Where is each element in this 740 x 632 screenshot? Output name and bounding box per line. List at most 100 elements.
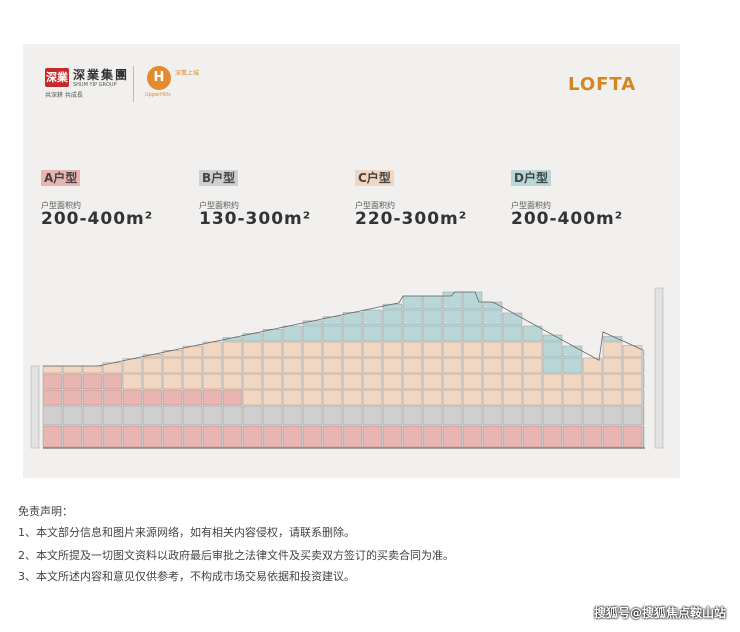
section-unit-cell: [262, 373, 283, 390]
section-unit-cell: [642, 389, 645, 406]
section-unit-cell: [262, 405, 283, 426]
section-unit-cell: [402, 389, 423, 406]
section-unit-cell: [462, 325, 483, 342]
section-unit-cell: [502, 357, 523, 374]
section-unit-cell: [522, 373, 543, 390]
section-unit-cell: [222, 389, 243, 406]
section-unit-cell: [562, 425, 583, 448]
section-unit-cell: [462, 389, 483, 406]
section-unit-cell: [202, 341, 223, 358]
section-unit-cell: [182, 405, 203, 426]
section-unit-cell: [122, 405, 143, 426]
section-unit-cell: [402, 341, 423, 358]
floorplan-panel: 深業 深業集團 SHUM YIP GROUP 共深耕 共成長 H 深業上城 Up…: [23, 44, 680, 478]
section-unit-cell: [362, 389, 383, 406]
upperhills-name-cn: 深業上城: [175, 70, 200, 77]
section-unit-cell: [82, 365, 103, 374]
section-unit-cell: [622, 425, 643, 448]
section-unit-cell: [142, 425, 163, 448]
section-unit-cell: [222, 425, 243, 448]
section-unit-cell: [582, 357, 603, 374]
section-unit-cell: [382, 341, 403, 358]
section-unit-cell: [282, 357, 303, 374]
section-unit-cell: [622, 357, 643, 374]
section-unit-cell: [422, 295, 443, 310]
section-unit-cell: [42, 365, 63, 374]
section-unit-cell: [602, 357, 623, 374]
section-unit-cell: [62, 405, 83, 426]
section-unit-cell: [82, 425, 103, 448]
section-unit-cell: [442, 389, 463, 406]
section-unit-cell: [402, 309, 423, 326]
lofta-logo: LOFTA: [568, 74, 637, 95]
section-unit-cell: [262, 341, 283, 358]
section-unit-cell: [62, 373, 83, 390]
section-unit-cell: [522, 425, 543, 448]
section-unit-cell: [622, 373, 643, 390]
shumyip-name-en: SHUM YIP GROUP: [73, 82, 117, 88]
section-level-scale: [30, 365, 40, 449]
section-roof-outline: [43, 291, 644, 367]
unit-type-tag-a: A户型: [41, 170, 81, 186]
section-unit-cell: [282, 373, 303, 390]
section-unit-cell: [202, 373, 223, 390]
section-unit-cell: [422, 389, 443, 406]
section-unit-cell: [162, 373, 183, 390]
section-unit-cell: [322, 357, 343, 374]
section-unit-cell: [482, 373, 503, 390]
section-unit-cell: [502, 389, 523, 406]
section-unit-cell: [502, 373, 523, 390]
section-unit-cell: [382, 405, 403, 426]
section-unit-cell: [262, 357, 283, 374]
section-unit-cell: [302, 425, 323, 448]
section-unit-cell: [642, 405, 645, 426]
section-unit-cell: [42, 373, 63, 390]
section-unit-cell: [402, 357, 423, 374]
section-unit-cell: [122, 373, 143, 390]
section-unit-cell: [102, 425, 123, 448]
section-unit-cell: [302, 325, 323, 342]
section-unit-cell: [122, 358, 143, 374]
disclaimer-line-2: 2、本文所提及一切图文资料以政府最后审批之法律文件及买卖双方签订的买卖合同为准。: [18, 549, 454, 562]
section-unit-cell: [542, 357, 563, 374]
section-unit-cell: [382, 425, 403, 448]
section-unit-cell: [602, 389, 623, 406]
unit-area-value-d: 200-400m²: [511, 209, 624, 229]
section-unit-cell: [602, 405, 623, 426]
section-unit-cell: [482, 357, 503, 374]
section-unit-cell: [302, 341, 323, 358]
section-unit-cell: [522, 341, 543, 358]
section-unit-cell: [242, 357, 263, 374]
section-unit-cell: [542, 373, 563, 390]
section-unit-cell: [182, 373, 203, 390]
section-unit-cell: [562, 389, 583, 406]
section-unit-cell: [122, 425, 143, 448]
section-unit-cell: [482, 309, 503, 326]
section-unit-cell: [342, 425, 363, 448]
section-unit-cell: [162, 357, 183, 374]
section-unit-cell: [322, 341, 343, 358]
section-unit-cell: [502, 405, 523, 426]
unit-area-label-b: 户型面积约: [199, 201, 239, 210]
unit-area-label-c: 户型面积约: [355, 201, 395, 210]
section-unit-cell: [622, 345, 643, 358]
section-unit-cell: [122, 389, 143, 406]
section-unit-cell: [402, 325, 423, 342]
section-unit-cell: [482, 389, 503, 406]
section-unit-cell: [222, 405, 243, 426]
unit-area-value-b: 130-300m²: [199, 209, 312, 229]
section-unit-cell: [302, 320, 323, 326]
section-unit-cell: [542, 405, 563, 426]
section-unit-cell: [222, 373, 243, 390]
section-level-scale: [654, 287, 664, 449]
section-unit-cell: [82, 405, 103, 426]
section-unit-cell: [462, 309, 483, 326]
watermark-text: 搜狐号@搜狐焦点鞍山站: [593, 606, 726, 620]
shumyip-logo-badge: 深業: [45, 68, 69, 87]
section-unit-cell: [582, 425, 603, 448]
section-unit-cell: [342, 389, 363, 406]
section-unit-cell: [362, 357, 383, 374]
section-unit-cell: [462, 291, 483, 310]
section-unit-cell: [222, 341, 243, 358]
section-unit-cell: [182, 425, 203, 448]
